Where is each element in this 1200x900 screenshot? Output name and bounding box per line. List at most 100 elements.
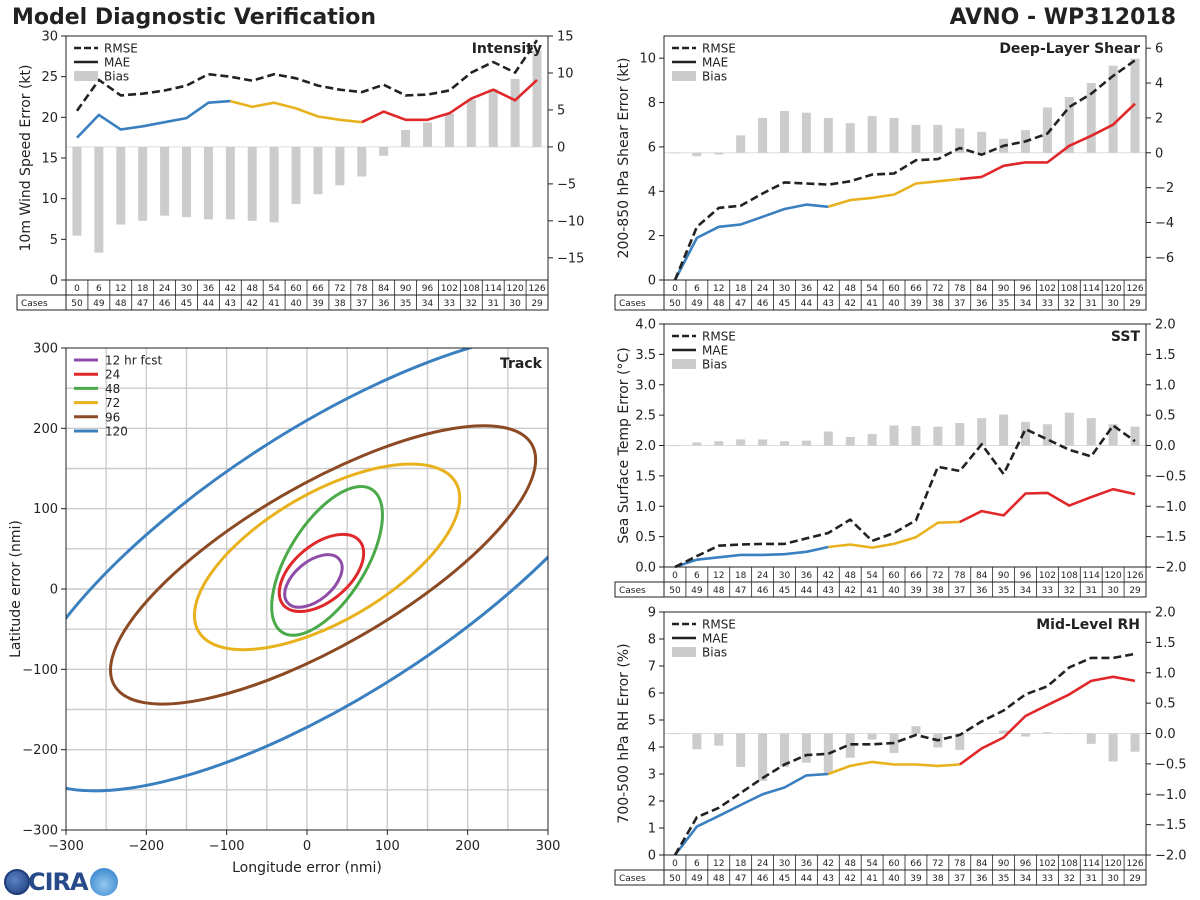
bias-bar	[1042, 107, 1052, 153]
case-count-label: 38	[932, 299, 944, 309]
case-count-label: 41	[866, 874, 877, 884]
case-count-label: 40	[888, 299, 900, 309]
bias-bar	[1086, 733, 1096, 744]
forecast-hour-label: 72	[932, 859, 943, 869]
track-ellipse	[277, 532, 366, 614]
case-count-label: 38	[932, 586, 944, 596]
y-tick-label: −200	[22, 743, 58, 758]
legend-mae-label: MAE	[104, 56, 130, 70]
bias-bar	[335, 146, 345, 186]
forecast-hour-label: 114	[1083, 571, 1100, 581]
forecast-hour-label: 72	[334, 284, 345, 294]
bias-bar	[1130, 426, 1140, 446]
case-count-label: 41	[866, 299, 877, 309]
forecast-hour-label: 120	[1105, 571, 1122, 581]
mae-line-late	[959, 675, 1136, 766]
case-count-label: 49	[93, 299, 105, 309]
case-count-label: 38	[932, 874, 944, 884]
logo-text: CIRA	[28, 868, 89, 896]
bias-bar	[692, 442, 702, 446]
forecast-hour-label: 0	[672, 859, 678, 869]
y-tick-label: 1.0	[635, 500, 656, 515]
storm-id-title: AVNO - WP312018	[949, 5, 1176, 30]
bias-bar	[933, 426, 943, 446]
y2-tick-label: 6	[1155, 42, 1163, 57]
forecast-hour-label: 18	[735, 571, 747, 581]
forecast-hour-label: 84	[976, 571, 988, 581]
case-count-label: 45	[779, 874, 790, 884]
mae-line-late	[361, 78, 538, 124]
bias-bar	[291, 146, 301, 204]
forecast-hour-label: 108	[1061, 284, 1078, 294]
mae-line-mid	[827, 177, 960, 209]
bias-bar	[1064, 412, 1074, 446]
legend-bias-swatch	[672, 359, 696, 369]
case-count-label: 34	[1020, 299, 1032, 309]
bias-bar	[999, 730, 1009, 734]
y2-tick-label: 0.5	[1155, 409, 1176, 424]
case-count-label: 39	[910, 299, 922, 309]
case-count-label: 40	[290, 299, 302, 309]
case-count-label: 30	[1107, 874, 1119, 884]
bias-bar	[780, 441, 789, 446]
case-count-label: 39	[910, 586, 922, 596]
forecast-hour-label: 120	[1105, 859, 1122, 869]
mae-line-late	[959, 487, 1136, 524]
forecast-hour-label: 0	[672, 571, 678, 581]
case-count-label: 38	[334, 299, 346, 309]
case-count-label: 43	[823, 874, 834, 884]
y-tick-label: 2.0	[635, 439, 656, 454]
forecast-hour-label: 6	[694, 284, 700, 294]
x-tick-label: 100	[375, 839, 400, 854]
panel-title: Track	[500, 356, 543, 372]
y-axis-label: 200-850 hPa Shear Error (kt)	[616, 58, 632, 259]
legend-bias-label: Bias	[702, 70, 727, 84]
y-tick-label: 200	[33, 422, 58, 437]
panel-title: Mid-Level RH	[1036, 617, 1140, 633]
y2-tick-label: 2.0	[1155, 606, 1176, 621]
mae-line-early	[673, 203, 829, 281]
case-count-label: 34	[422, 299, 434, 309]
bias-bar	[823, 117, 833, 153]
legend-mae-label: MAE	[702, 344, 728, 358]
bias-bar	[423, 122, 432, 147]
forecast-hour-label: 48	[845, 284, 857, 294]
bias-bar	[977, 418, 987, 446]
bias-bar	[269, 146, 279, 223]
bias-bar	[736, 733, 746, 767]
y2-tick-label: −0.5	[1155, 469, 1187, 484]
case-count-label: 36	[976, 874, 988, 884]
bias-bar	[758, 117, 768, 153]
cases-label-cell	[614, 869, 665, 886]
x-tick-label: 200	[455, 839, 480, 854]
forecast-hour-label: 78	[954, 284, 966, 294]
y-tick-label: 2	[648, 229, 656, 244]
forecast-hour-label: 30	[779, 571, 791, 581]
bias-bar	[138, 146, 148, 221]
forecast-hour-label: 78	[954, 859, 966, 869]
case-count-label: 31	[1086, 299, 1097, 309]
y-tick-label: 0	[50, 583, 58, 598]
forecast-hour-label: 48	[845, 859, 857, 869]
forecast-hour-label: 36	[801, 284, 813, 294]
bias-bar	[714, 441, 724, 446]
case-count-label: 37	[356, 299, 367, 309]
x-tick-label: −300	[48, 839, 84, 854]
y2-tick-label: −1.0	[1155, 788, 1187, 803]
forecast-hour-label: 42	[225, 284, 236, 294]
case-count-label: 50	[669, 586, 681, 596]
case-count-label: 30	[1107, 299, 1119, 309]
track-ellipse	[283, 553, 344, 609]
forecast-hour-label: 108	[1061, 571, 1078, 581]
y-tick-label: 7	[648, 660, 656, 675]
forecast-hour-label: 0	[74, 284, 80, 294]
figure-title: Model Diagnostic Verification	[12, 5, 377, 30]
cases-label-cell	[614, 581, 665, 598]
bias-bar	[867, 116, 877, 153]
bias-bar	[203, 146, 213, 220]
case-count-label: 50	[669, 299, 681, 309]
y-tick-label: 8	[648, 633, 656, 648]
y-tick-label: 9	[648, 606, 656, 621]
case-count-label: 43	[823, 299, 834, 309]
y-tick-label: 5	[648, 714, 656, 729]
